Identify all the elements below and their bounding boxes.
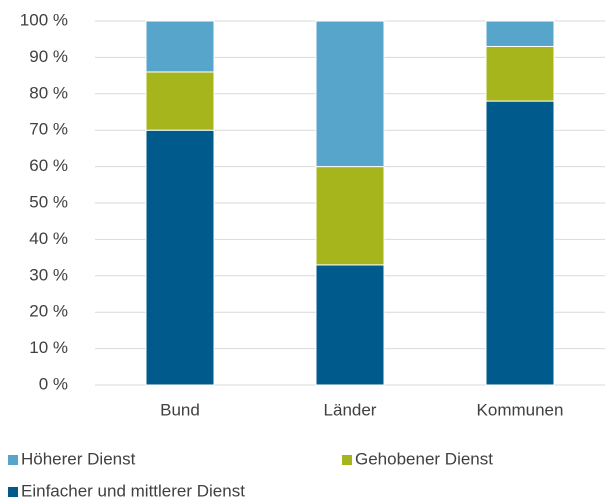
y-tick-label: 90 %: [29, 47, 68, 66]
y-tick-label: 20 %: [29, 302, 68, 321]
legend-label: Gehobener Dienst: [355, 449, 493, 468]
legend-swatch: [8, 455, 18, 465]
y-tick-label: 0 %: [39, 374, 68, 393]
bar-segment: [485, 45, 555, 102]
legend-label: Höherer Dienst: [21, 449, 136, 468]
x-tick-label: Länder: [324, 400, 377, 419]
bar-segment: [315, 20, 385, 168]
legend-swatch: [342, 455, 352, 465]
x-tick-label: Kommunen: [477, 400, 564, 419]
legend-label: Einfacher und mittlerer Dienst: [21, 481, 245, 500]
y-tick-label: 100 %: [20, 10, 68, 29]
y-tick-label: 10 %: [29, 338, 68, 357]
y-tick-label: 40 %: [29, 229, 68, 248]
bar-segment: [145, 129, 215, 386]
y-tick-label: 80 %: [29, 83, 68, 102]
bar-segment: [315, 166, 385, 266]
y-tick-label: 70 %: [29, 120, 68, 139]
bar-segment: [315, 264, 385, 386]
y-tick-label: 30 %: [29, 265, 68, 284]
bar-segment: [485, 100, 555, 386]
legend-swatch: [8, 487, 18, 497]
y-tick-label: 50 %: [29, 192, 68, 211]
x-tick-label: Bund: [160, 400, 200, 419]
bar-segment: [145, 20, 215, 73]
bar-segment: [145, 71, 215, 131]
y-tick-label: 60 %: [29, 156, 68, 175]
bar-segment: [485, 20, 555, 47]
